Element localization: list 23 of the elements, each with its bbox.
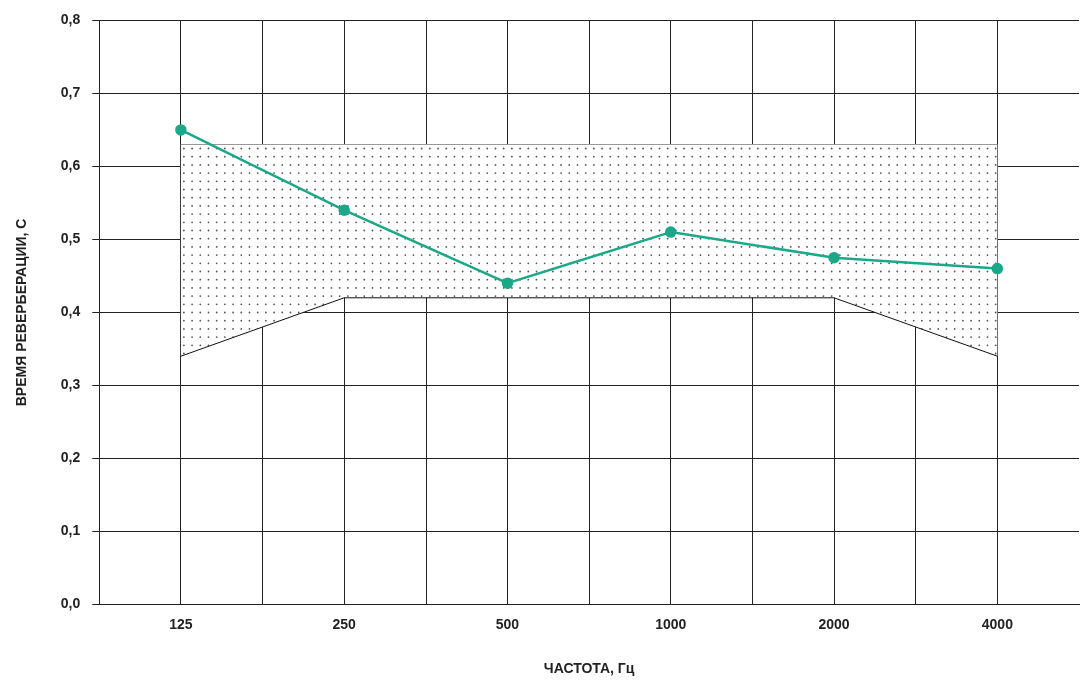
y-tick-label: 0,3 (60, 376, 81, 393)
y-tick-label: 0,1 (60, 522, 81, 539)
x-tick-label: 125 (169, 615, 193, 632)
y-tick-label: 0,8 (60, 11, 81, 28)
y-tick-label: 0,0 (60, 595, 81, 612)
y-tick-label: 0,2 (60, 449, 81, 466)
y-axis-title: ВРЕМЯ РЕВЕРБЕРАЦИИ, С (13, 218, 30, 407)
y-tick-label: 0,6 (60, 157, 81, 174)
y-tick-label: 0,4 (60, 303, 81, 320)
point (665, 226, 677, 238)
x-tick-label: 2000 (818, 615, 850, 632)
point (338, 204, 350, 216)
point (501, 277, 514, 289)
x-axis-title: ЧАСТОТА, Гц (543, 660, 635, 677)
point (828, 251, 840, 264)
x-tick-label: 250 (332, 615, 357, 632)
x-tick-label: 1000 (655, 615, 687, 632)
x-tick-label: 4000 (981, 615, 1014, 632)
x-tick-label: 500 (495, 615, 520, 632)
y-tick-label: 0,7 (60, 84, 81, 101)
y-tick-label: 0,5 (60, 230, 81, 247)
point (175, 124, 187, 136)
point (991, 262, 1004, 275)
